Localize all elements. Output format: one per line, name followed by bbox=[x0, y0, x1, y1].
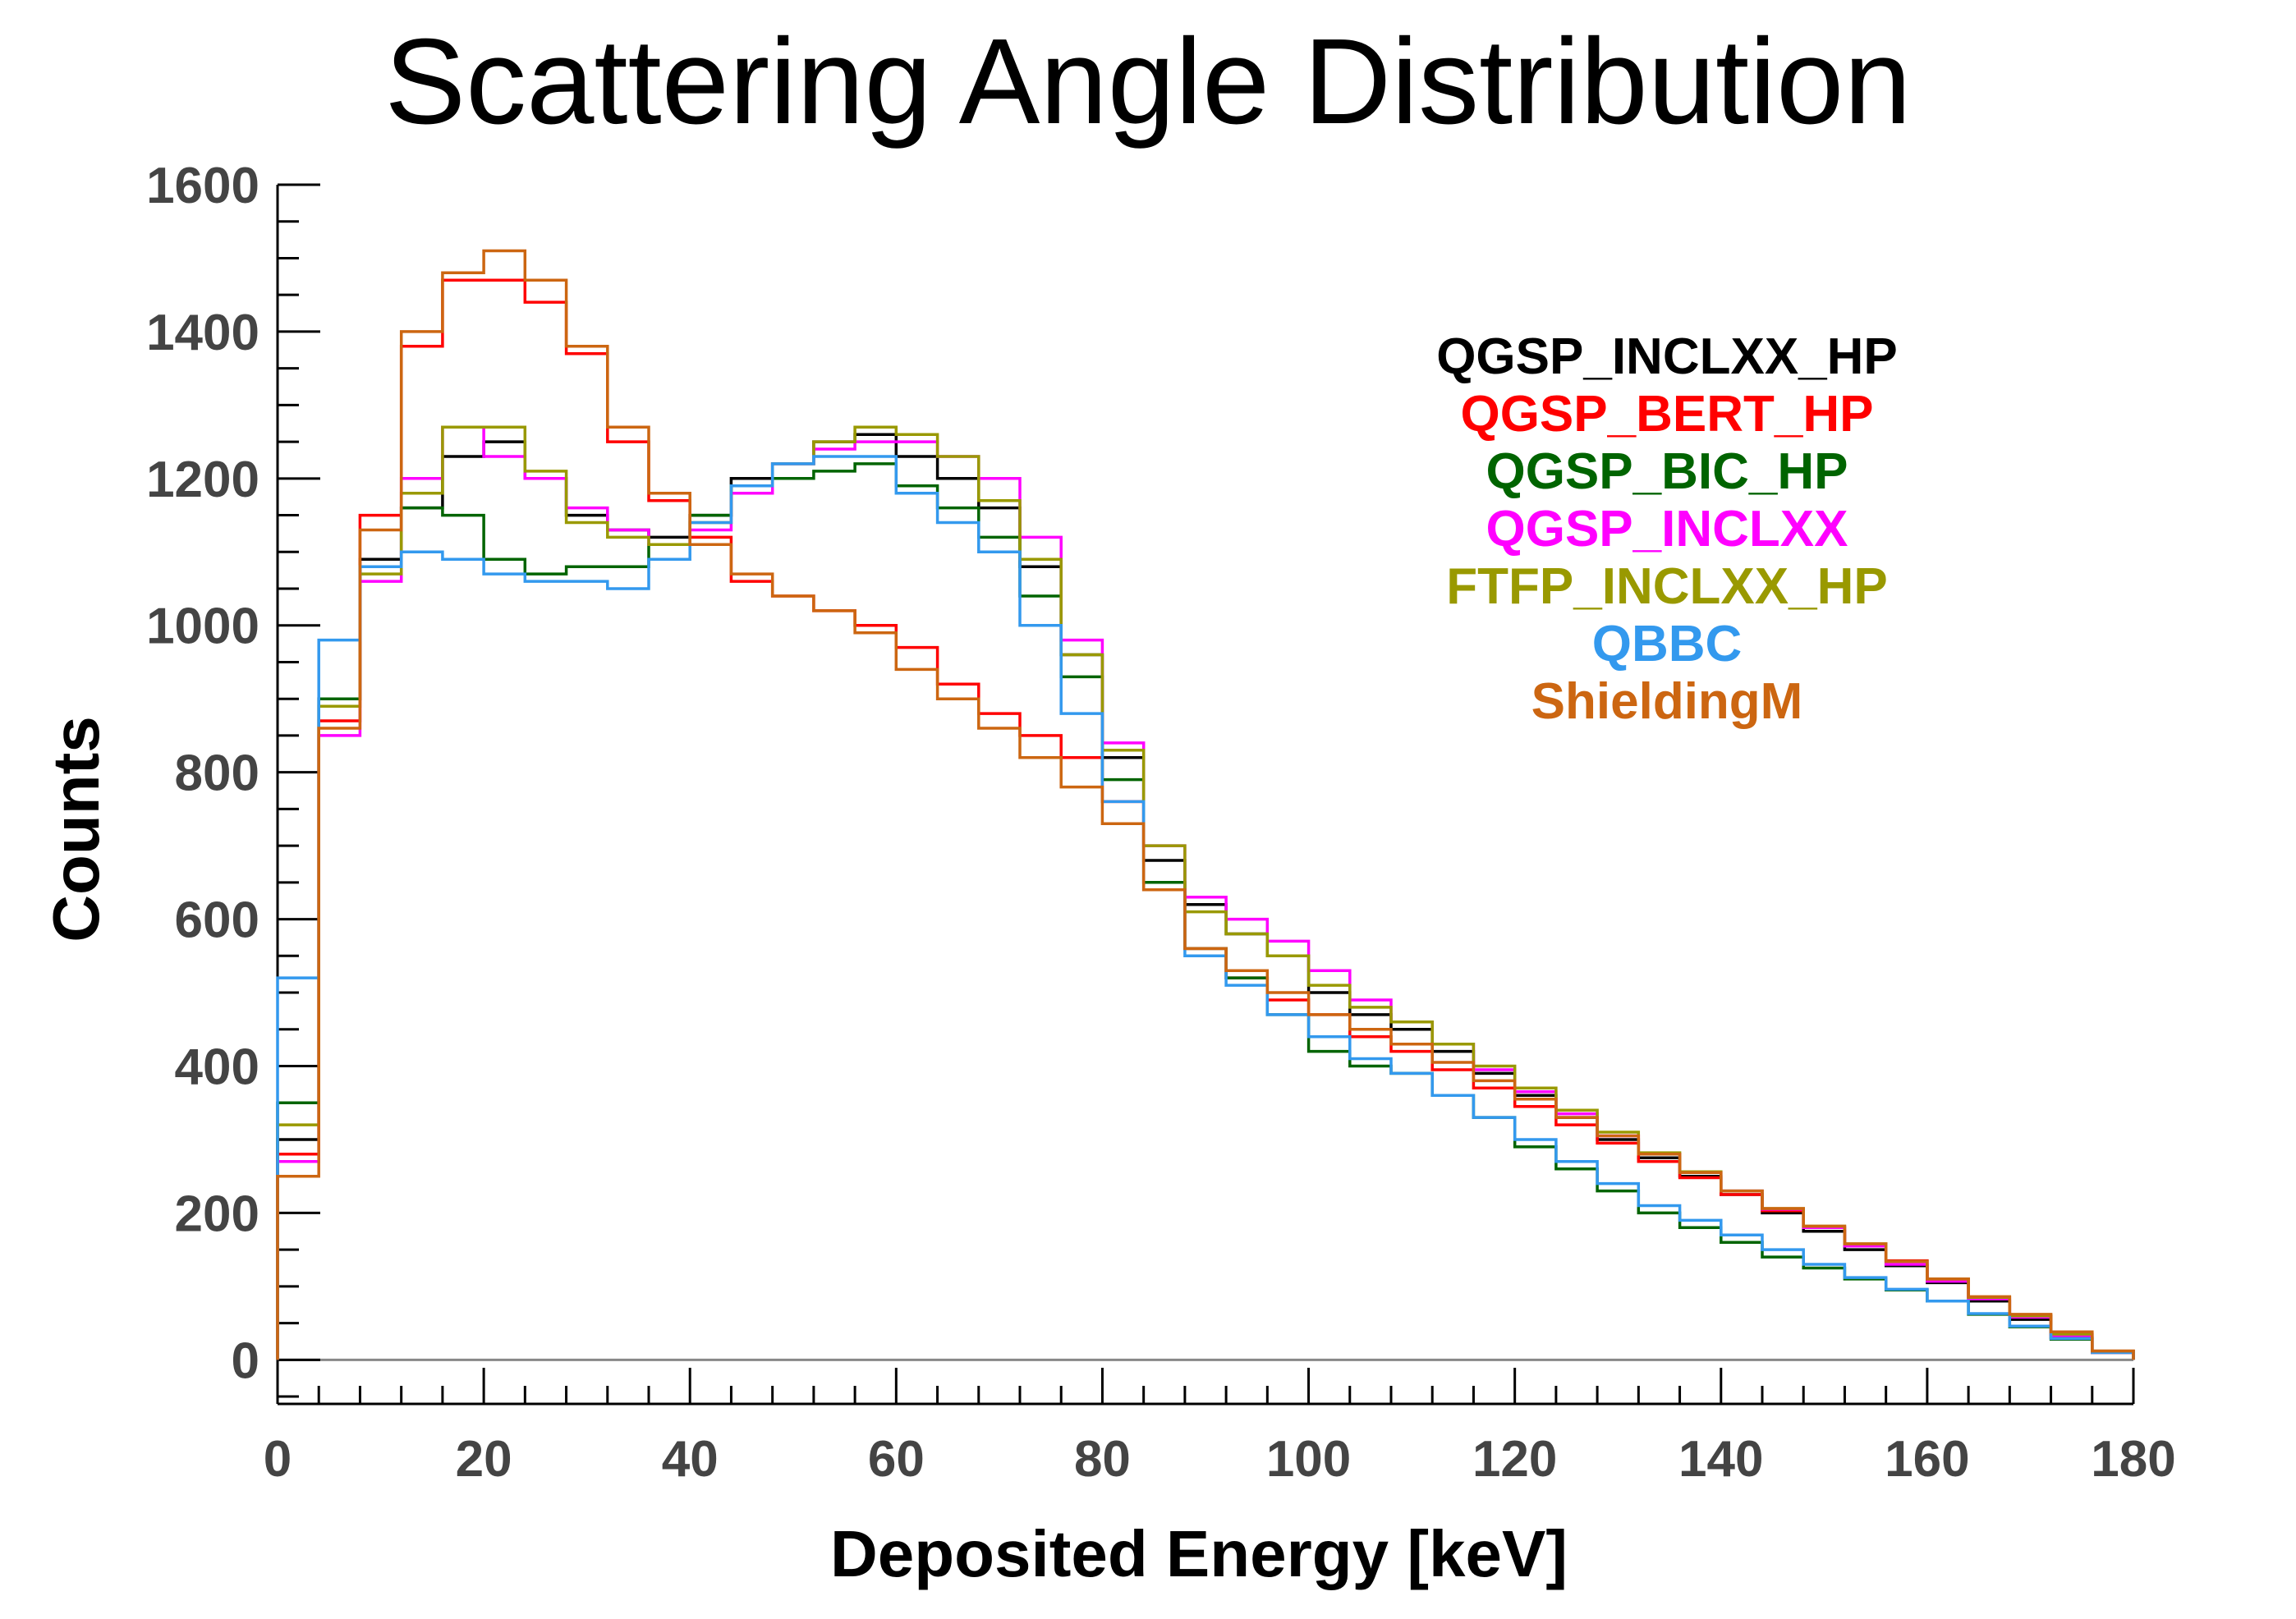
x-tick-label: 40 bbox=[662, 1431, 719, 1488]
legend-entry: QGSP_BERT_HP bbox=[1460, 386, 1873, 443]
y-tick-label: 400 bbox=[175, 1039, 259, 1095]
legend-entry: QGSP_INCLXX bbox=[1486, 501, 1848, 557]
legend-entry: ShieldingM bbox=[1531, 673, 1803, 730]
y-tick-label: 200 bbox=[175, 1186, 259, 1242]
y-tick-label: 600 bbox=[175, 892, 259, 949]
x-tick-label: 160 bbox=[1885, 1431, 1969, 1488]
x-tick-label: 80 bbox=[1074, 1431, 1131, 1488]
y-tick-label: 1600 bbox=[146, 158, 259, 214]
x-tick-label: 60 bbox=[868, 1431, 925, 1488]
y-tick-label: 1200 bbox=[146, 452, 259, 508]
legend-entry: QGSP_BIC_HP bbox=[1486, 443, 1848, 500]
x-axis-title: Deposited Energy [keV] bbox=[830, 1517, 1568, 1590]
legend-entry: FTFP_INCLXX_HP bbox=[1446, 558, 1887, 615]
series-line-shieldingm bbox=[276, 249, 2135, 1360]
x-tick-label: 120 bbox=[1472, 1431, 1557, 1488]
x-tick-label: 20 bbox=[456, 1431, 512, 1488]
y-tick-label: 800 bbox=[175, 745, 259, 802]
series-group bbox=[276, 249, 2135, 1360]
y-axis-title: Counts bbox=[39, 716, 113, 943]
y-tick-label: 1000 bbox=[146, 599, 259, 655]
x-tick-label: 180 bbox=[2091, 1431, 2175, 1488]
legend-entry: QBBC bbox=[1592, 616, 1743, 672]
legend: QGSP_INCLXX_HPQGSP_BERT_HPQGSP_BIC_HPQGS… bbox=[1436, 328, 1898, 730]
x-tick-label: 140 bbox=[1678, 1431, 1763, 1488]
axes: 0 20 40 60 80 100 120 140 160 180 0 200 400 600 800 100… bbox=[146, 158, 2176, 1488]
x-tick-label: 100 bbox=[1266, 1431, 1351, 1488]
x-tick-label: 0 bbox=[264, 1431, 292, 1488]
legend-entry: QGSP_INCLXX_HP bbox=[1436, 328, 1898, 385]
y-tick-label: 0 bbox=[232, 1332, 259, 1389]
series-line-qgsp-inclxx-hp bbox=[276, 433, 2135, 1360]
y-tick-label: 1400 bbox=[146, 305, 259, 361]
chart-title: Scattering Angle Distribution bbox=[384, 14, 1911, 149]
